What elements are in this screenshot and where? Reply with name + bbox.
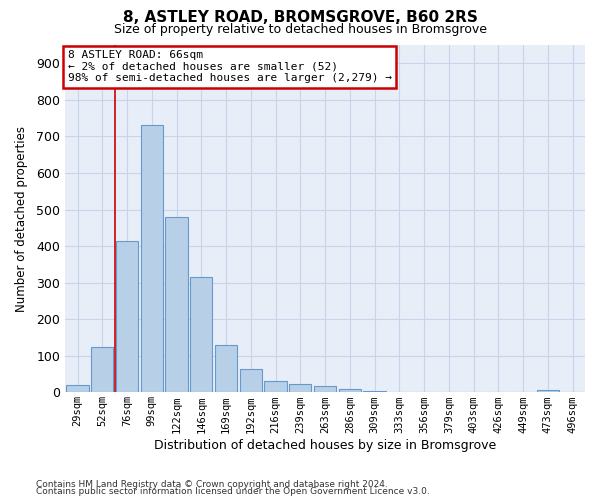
Bar: [265, 382, 287, 392]
Bar: [140, 126, 163, 392]
Bar: [240, 368, 262, 392]
Bar: [537, 390, 559, 392]
Bar: [67, 385, 89, 392]
Bar: [166, 217, 188, 392]
Bar: [215, 345, 237, 393]
Text: Size of property relative to detached houses in Bromsgrove: Size of property relative to detached ho…: [113, 22, 487, 36]
Bar: [339, 388, 361, 392]
Bar: [314, 386, 336, 392]
Text: Contains public sector information licensed under the Open Government Licence v3: Contains public sector information licen…: [36, 488, 430, 496]
Bar: [91, 346, 113, 393]
Y-axis label: Number of detached properties: Number of detached properties: [15, 126, 28, 312]
X-axis label: Distribution of detached houses by size in Bromsgrove: Distribution of detached houses by size …: [154, 440, 496, 452]
Text: Contains HM Land Registry data © Crown copyright and database right 2024.: Contains HM Land Registry data © Crown c…: [36, 480, 388, 489]
Text: 8 ASTLEY ROAD: 66sqm
← 2% of detached houses are smaller (52)
98% of semi-detach: 8 ASTLEY ROAD: 66sqm ← 2% of detached ho…: [68, 50, 392, 84]
Bar: [289, 384, 311, 392]
Text: 8, ASTLEY ROAD, BROMSGROVE, B60 2RS: 8, ASTLEY ROAD, BROMSGROVE, B60 2RS: [122, 10, 478, 25]
Bar: [116, 240, 138, 392]
Bar: [364, 391, 386, 392]
Bar: [190, 277, 212, 392]
